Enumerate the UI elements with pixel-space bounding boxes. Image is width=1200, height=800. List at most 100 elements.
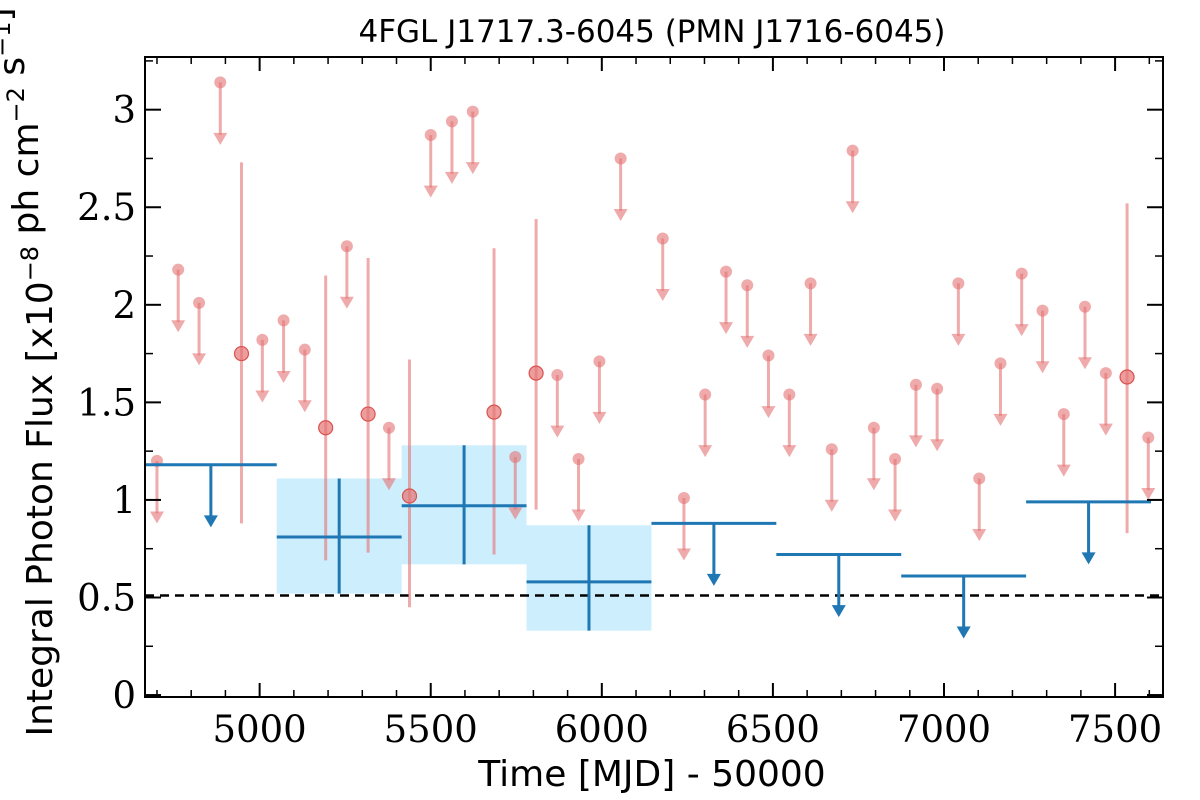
upper-limit-arrow-head: [255, 390, 270, 403]
upper-limit-point: [741, 279, 754, 292]
upper-limit-point: [1078, 300, 1091, 313]
plot-frame: [144, 56, 1164, 698]
axis-ticks: 5000 5500 6000 6500 7000 7500 0 0.5 1 1.5 2 2.5 3: [77, 57, 1163, 751]
upper-limit-point: [867, 421, 880, 434]
x-axis-label: Time [MJD] - 50000: [477, 754, 825, 795]
chart-title: 4FGL J1717.3-6045 (PMN J1716-6045): [358, 14, 945, 50]
detection-point: [360, 406, 376, 422]
upper-limit-arrow-head: [1035, 361, 1050, 374]
upper-limit-arrow-head: [508, 507, 523, 520]
upper-limit-point: [1142, 431, 1155, 444]
upper-limit-point: [214, 76, 227, 89]
upper-limit-arrow-head: [192, 353, 207, 366]
upper-limit-point: [677, 491, 690, 504]
detection-point: [401, 488, 418, 504]
upper-limit-point: [593, 355, 606, 368]
upper-limit-point: [804, 277, 817, 290]
detection-point: [233, 345, 250, 362]
upper-limit-arrow-head: [782, 445, 797, 458]
upper-limit-point: [382, 421, 395, 434]
upper-limit-point: [1099, 367, 1112, 380]
upper-limit-arrow-head: [1014, 324, 1029, 337]
upper-limit-point: [699, 388, 712, 401]
y-tick-label: 1: [112, 479, 136, 522]
detection-point: [318, 420, 334, 436]
upper-limit-arrow-head: [888, 509, 903, 522]
upper-limit-arrow-head: [1077, 357, 1092, 370]
upper-limit-arrow-head: [908, 435, 923, 448]
data-marks: [145, 76, 1156, 639]
y-tick-label: 3: [112, 89, 136, 132]
upper-limit-arrow-head: [866, 478, 881, 491]
upper-limit-arrow-head: [719, 322, 734, 335]
upper-limit-point: [846, 144, 859, 157]
upper-limit-point: [614, 152, 627, 165]
upper-limit-arrow-head: [1098, 423, 1113, 436]
upper-limit-arrow-head: [297, 400, 312, 413]
upper-limit-point: [256, 333, 269, 346]
long-bin-ul-arrow-head: [1081, 552, 1096, 565]
y-tick-label: 0.5: [77, 576, 136, 619]
upper-limit-arrow-head: [951, 333, 966, 346]
upper-limit-point: [445, 115, 458, 128]
upper-limit-arrow-head: [592, 411, 607, 424]
upper-limit-point: [572, 452, 585, 465]
y-axis-label: Integral Photon Flux [x10−8 ph cm−2 s−1]: [0, 7, 61, 736]
upper-limit-arrow-head: [972, 529, 987, 541]
upper-limit-arrow-head: [171, 320, 186, 333]
upper-limit-arrow-head: [213, 132, 228, 145]
upper-limit-arrow-head: [993, 413, 1008, 426]
x-tick-label: 6500: [726, 708, 820, 751]
upper-limit-arrow-head: [803, 333, 818, 346]
upper-limit-point: [825, 443, 838, 456]
long-bin-ul-arrow-head: [831, 605, 846, 618]
long-bin-ul-arrow-head: [706, 573, 721, 586]
upper-limit-point: [466, 105, 479, 118]
upper-limit-arrow-head: [845, 201, 860, 214]
upper-limit-arrow-head: [698, 445, 713, 458]
upper-limit-arrow-head: [444, 171, 459, 184]
long-bin-ul-arrow-head: [203, 515, 218, 528]
upper-limit-point: [656, 232, 669, 245]
upper-limit-arrow-head: [761, 406, 776, 419]
upper-limit-arrow-head: [1141, 488, 1156, 501]
upper-limit-arrow-head: [571, 509, 586, 522]
upper-limit-arrow-head: [1056, 464, 1071, 477]
x-tick-label: 6000: [555, 708, 649, 751]
y-tick-label: 2.5: [77, 186, 136, 229]
upper-limit-point: [1036, 304, 1049, 317]
upper-limit-arrow-head: [381, 478, 396, 491]
upper-limit-arrow-head: [930, 439, 945, 452]
upper-limit-arrow-head: [824, 499, 839, 512]
detection-point: [528, 365, 544, 381]
upper-limit-point: [889, 452, 902, 465]
upper-limit-point: [298, 343, 311, 356]
x-tick-label: 5500: [384, 708, 478, 751]
upper-limit-point: [193, 296, 206, 309]
upper-limit-arrow-head: [339, 296, 354, 309]
upper-limit-point: [952, 277, 965, 290]
upper-limit-point: [762, 349, 775, 362]
upper-limit-point: [172, 263, 185, 276]
upper-limit-arrow-head: [550, 425, 565, 438]
upper-limit-point: [931, 382, 944, 395]
x-tick-label: 7500: [1068, 708, 1162, 751]
upper-limit-point: [1015, 267, 1028, 280]
detection-point: [486, 404, 502, 420]
upper-limit-point: [994, 357, 1007, 370]
upper-limit-arrow-head: [149, 511, 164, 524]
upper-limit-point: [720, 265, 733, 278]
detection-point: [1119, 369, 1135, 385]
long-bin-ul-arrow-head: [956, 626, 971, 639]
y-tick-label: 0: [112, 674, 136, 717]
y-tick-label: 2: [112, 284, 136, 327]
upper-limit-arrow-head: [676, 548, 691, 561]
upper-limit-arrow-head: [655, 289, 670, 301]
upper-limit-point: [340, 240, 353, 253]
upper-limit-point: [909, 378, 922, 391]
y-tick-label: 1.5: [77, 381, 136, 424]
upper-limit-arrow-head: [423, 185, 438, 198]
upper-limit-arrow-head: [276, 370, 291, 383]
upper-limit-point: [783, 388, 796, 401]
